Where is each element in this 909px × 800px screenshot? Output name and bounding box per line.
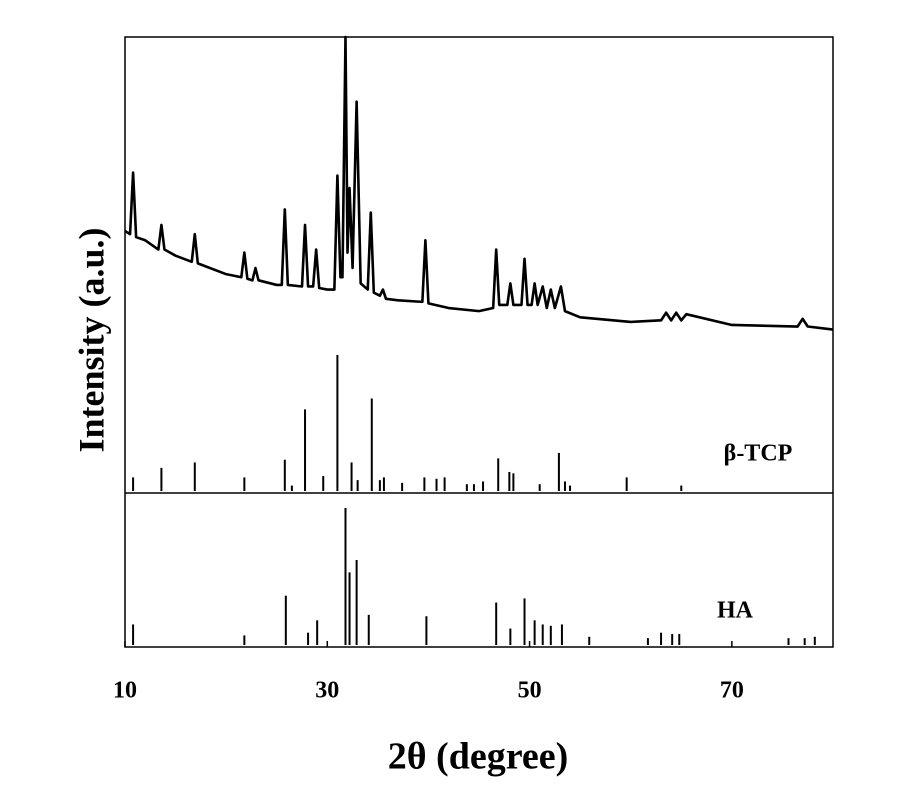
series-label: β-TCP [724,441,793,467]
y-axis-title: Intensity (a.u.) [71,227,111,452]
plot-frame [124,36,834,648]
series-label: HA [717,598,754,624]
x-tick-label: 30 [315,678,339,704]
x-axis-title: 2θ (degree) [388,736,569,778]
x-tick-label: 70 [720,678,744,704]
x-tick-label: 50 [518,678,542,704]
x-tick-label: 10 [113,678,137,704]
xrd-pattern [124,35,834,331]
